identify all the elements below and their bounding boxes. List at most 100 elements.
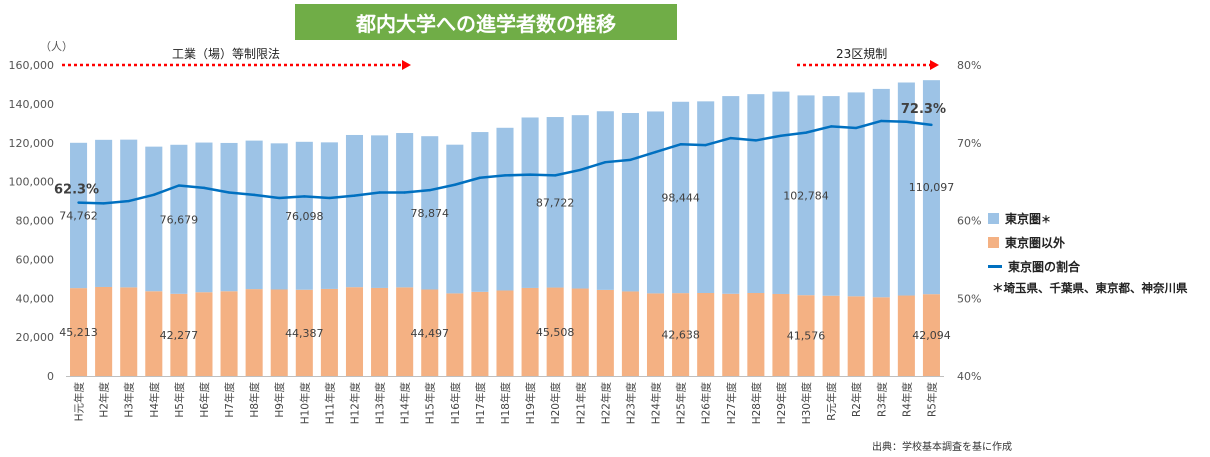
ratio-point xyxy=(177,184,181,187)
bar-outside-tokyo-area xyxy=(220,291,238,376)
legend: 東京圏 ＊ 東京圏以外 東京圏の割合 xyxy=(988,206,1080,278)
bar-outside-tokyo-area xyxy=(396,287,414,376)
bar-outside-tokyo-area xyxy=(345,287,364,376)
bar-outside-tokyo-area xyxy=(847,296,865,376)
x-tick-label: R4年度 xyxy=(900,382,913,417)
y-left-tick-label: 0 xyxy=(47,370,54,383)
bar-outside-tokyo-area xyxy=(270,289,288,376)
x-tick-label: H24年度 xyxy=(650,382,663,425)
bar-tokyo-area xyxy=(295,141,313,290)
x-tick-label: H21年度 xyxy=(574,382,587,425)
ratio-point xyxy=(679,143,682,146)
bar-outside-tokyo-area xyxy=(571,288,589,376)
x-tick-label: H20年度 xyxy=(549,382,562,425)
data-label-tokyo-area: 76,679 xyxy=(160,213,199,226)
x-tick-label: H22年度 xyxy=(599,382,612,425)
x-tick-label: R2年度 xyxy=(850,382,863,417)
bar-tokyo-area xyxy=(571,115,589,289)
bar-tokyo-area xyxy=(697,101,715,294)
legend-swatch-tokyo-area xyxy=(988,212,999,224)
bar-tokyo-area xyxy=(95,139,113,287)
bar-tokyo-area xyxy=(195,142,213,293)
y-left-tick-label: 160,000 xyxy=(9,59,55,72)
data-label-tokyo-area: 74,762 xyxy=(59,209,98,222)
y-right-tick-label: 80% xyxy=(957,59,981,72)
x-tick-label: H28年度 xyxy=(750,382,763,425)
x-tick-label: H18年度 xyxy=(499,382,512,425)
y-left-tick-label: 100,000 xyxy=(9,176,55,189)
data-label-tokyo-area: 78,874 xyxy=(410,207,449,220)
bar-tokyo-area xyxy=(797,95,815,296)
data-label-tokyo-area: 98,444 xyxy=(661,191,700,204)
bar-tokyo-area xyxy=(70,142,88,289)
y-left-tick-label: 140,000 xyxy=(9,98,55,111)
bar-tokyo-area xyxy=(922,80,940,295)
bar-outside-tokyo-area xyxy=(195,292,213,376)
bar-tokyo-area xyxy=(822,96,840,296)
x-tick-label: H元年度 xyxy=(73,382,86,422)
x-tick-label: H19年度 xyxy=(524,382,537,425)
bar-tokyo-area xyxy=(646,111,665,294)
ratio-point xyxy=(252,193,256,197)
bar-tokyo-area xyxy=(546,117,564,288)
ratio-point xyxy=(278,196,281,200)
ratio-point xyxy=(127,199,130,203)
bar-outside-tokyo-area xyxy=(922,294,940,376)
bar-tokyo-area xyxy=(722,96,740,294)
x-tick-label: H16年度 xyxy=(449,382,462,425)
bar-tokyo-area xyxy=(371,135,389,288)
x-tick-label: H15年度 xyxy=(424,382,437,425)
legend-swatch-ratio xyxy=(988,264,1002,268)
bar-tokyo-area xyxy=(120,139,138,288)
x-tick-label: H26年度 xyxy=(700,382,713,425)
ratio-point xyxy=(528,173,532,176)
data-label-outside: 42,638 xyxy=(661,329,700,342)
regulation-annotation: 23区規制 xyxy=(836,47,888,61)
source-note: 出典：学校基本調査を基に作成 xyxy=(872,442,1012,453)
ratio-point xyxy=(453,183,457,186)
bar-tokyo-area xyxy=(496,127,514,291)
legend-item-tokyo-area: 東京圏 ＊ xyxy=(988,206,1080,230)
ratio-point xyxy=(303,195,306,198)
bar-tokyo-area xyxy=(320,142,338,289)
bar-outside-tokyo-area xyxy=(897,295,915,376)
bar-outside-tokyo-area xyxy=(646,293,665,376)
ratio-point xyxy=(604,160,607,164)
ratio-point xyxy=(629,158,632,162)
ratio-point xyxy=(428,188,431,192)
ratio-point xyxy=(102,202,105,205)
y-left-tick-label: 20,000 xyxy=(16,331,55,344)
bar-tokyo-area xyxy=(245,140,263,290)
x-tick-label: H5年度 xyxy=(173,382,186,418)
bar-tokyo-area xyxy=(396,133,414,288)
bar-outside-tokyo-area xyxy=(421,289,439,376)
ratio-point xyxy=(829,125,833,128)
x-tick-label: H11年度 xyxy=(323,382,336,425)
bar-tokyo-area xyxy=(847,92,865,297)
bar-outside-tokyo-area xyxy=(596,289,614,376)
y-right-tick-label: 60% xyxy=(957,215,981,228)
y-left-tick-label: 120,000 xyxy=(9,137,55,150)
ratio-point xyxy=(227,191,231,194)
data-label-outside: 44,387 xyxy=(285,327,324,340)
ratio-point xyxy=(855,126,858,130)
bar-outside-tokyo-area xyxy=(697,293,715,376)
bar-tokyo-area xyxy=(747,94,765,294)
data-label-outside: 41,576 xyxy=(787,330,826,343)
bar-outside-tokyo-area xyxy=(295,289,313,376)
data-label-tokyo-area: 110,097 xyxy=(909,181,955,194)
data-label-tokyo-area: 87,722 xyxy=(536,196,575,209)
bar-outside-tokyo-area xyxy=(546,287,564,376)
ratio-point xyxy=(880,119,883,123)
ratio-point xyxy=(378,191,381,194)
legend-note: ＊埼玉県、千葉県、東京都、神奈川県 xyxy=(992,281,1188,295)
ratio-point xyxy=(328,196,331,200)
regulation-arrow-head xyxy=(930,60,939,70)
ratio-point xyxy=(553,174,557,177)
x-tick-label: H8年度 xyxy=(248,382,261,418)
ratio-point xyxy=(779,134,783,137)
y-left-tick-label: 40,000 xyxy=(16,292,55,305)
data-label-outside: 45,213 xyxy=(59,326,98,339)
y-left-tick-label: 60,000 xyxy=(16,253,55,266)
